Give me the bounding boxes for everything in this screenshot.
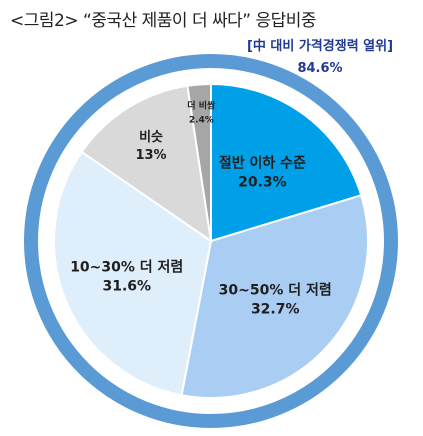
slice-category-label: 더 비쌈 (187, 100, 216, 112)
annotation-value: 84.6% (297, 61, 343, 76)
pie-labels: 절반 이하 수준 20.3% 30~50% 더 저렴 32.7% 10~30% 더 저렴… (70, 100, 332, 318)
slice-category-label: 10~30% 더 저렴 (70, 260, 183, 276)
slice-value-label: 32.7% (251, 302, 300, 318)
slice-value-label: 13% (135, 148, 166, 163)
slice-category-label: 비슷 (139, 130, 163, 145)
annotation-label: [中 대비 가격경쟁력 열위] (246, 39, 394, 54)
slice-category-label: 절반 이하 수준 (219, 155, 306, 172)
slice-value-label: 31.6% (102, 279, 151, 295)
pie-slice (186, 82, 212, 242)
pie-slices (53, 82, 369, 399)
slice-value-label: 2.4% (189, 116, 214, 126)
slice-category-label: 30~50% 더 저렴 (219, 283, 332, 299)
pie-slice (180, 194, 369, 399)
slice-value-label: 20.3% (238, 175, 287, 191)
outer-ring (24, 54, 398, 428)
pie-slice (210, 82, 363, 243)
chart-title: <그림2> “중국산 제품이 더 싸다” 응답비중 (10, 11, 317, 31)
price-disadvantage-annotation: [中 대비 가격경쟁력 열위] 84.6% (225, 36, 415, 80)
pie-slice (53, 150, 213, 397)
pie-slice (80, 84, 213, 244)
